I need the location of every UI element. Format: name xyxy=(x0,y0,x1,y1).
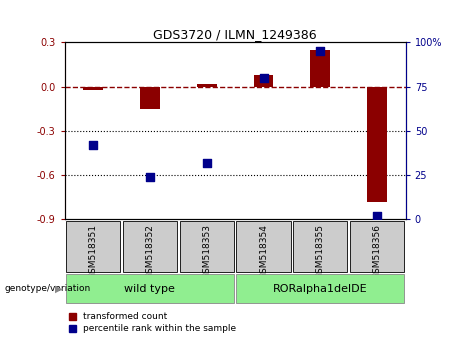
Bar xyxy=(66,274,234,303)
Bar xyxy=(254,75,273,87)
Point xyxy=(317,48,324,54)
Bar xyxy=(310,50,331,87)
Bar xyxy=(293,221,348,272)
Text: GSM518351: GSM518351 xyxy=(89,224,97,279)
Text: GSM518352: GSM518352 xyxy=(145,224,154,279)
Text: ▶: ▶ xyxy=(55,284,62,293)
Bar xyxy=(140,87,160,109)
Text: GSM518353: GSM518353 xyxy=(202,224,211,279)
Text: GSM518354: GSM518354 xyxy=(259,224,268,279)
Point xyxy=(373,213,381,219)
Point xyxy=(260,75,267,81)
Bar xyxy=(180,221,234,272)
Bar xyxy=(350,221,404,272)
Bar xyxy=(66,221,120,272)
Legend: transformed count, percentile rank within the sample: transformed count, percentile rank withi… xyxy=(69,313,236,333)
Text: GSM518356: GSM518356 xyxy=(373,224,382,279)
Point xyxy=(89,142,97,148)
Point xyxy=(146,174,154,180)
Text: RORalpha1delDE: RORalpha1delDE xyxy=(273,284,368,293)
Title: GDS3720 / ILMN_1249386: GDS3720 / ILMN_1249386 xyxy=(154,28,317,41)
Point xyxy=(203,160,210,166)
Text: GSM518355: GSM518355 xyxy=(316,224,325,279)
Bar xyxy=(197,84,217,87)
Text: genotype/variation: genotype/variation xyxy=(5,284,91,293)
Bar xyxy=(236,274,404,303)
Bar xyxy=(123,221,177,272)
Text: wild type: wild type xyxy=(124,284,175,293)
Bar xyxy=(83,87,103,90)
Bar xyxy=(236,221,290,272)
Bar xyxy=(367,87,387,202)
